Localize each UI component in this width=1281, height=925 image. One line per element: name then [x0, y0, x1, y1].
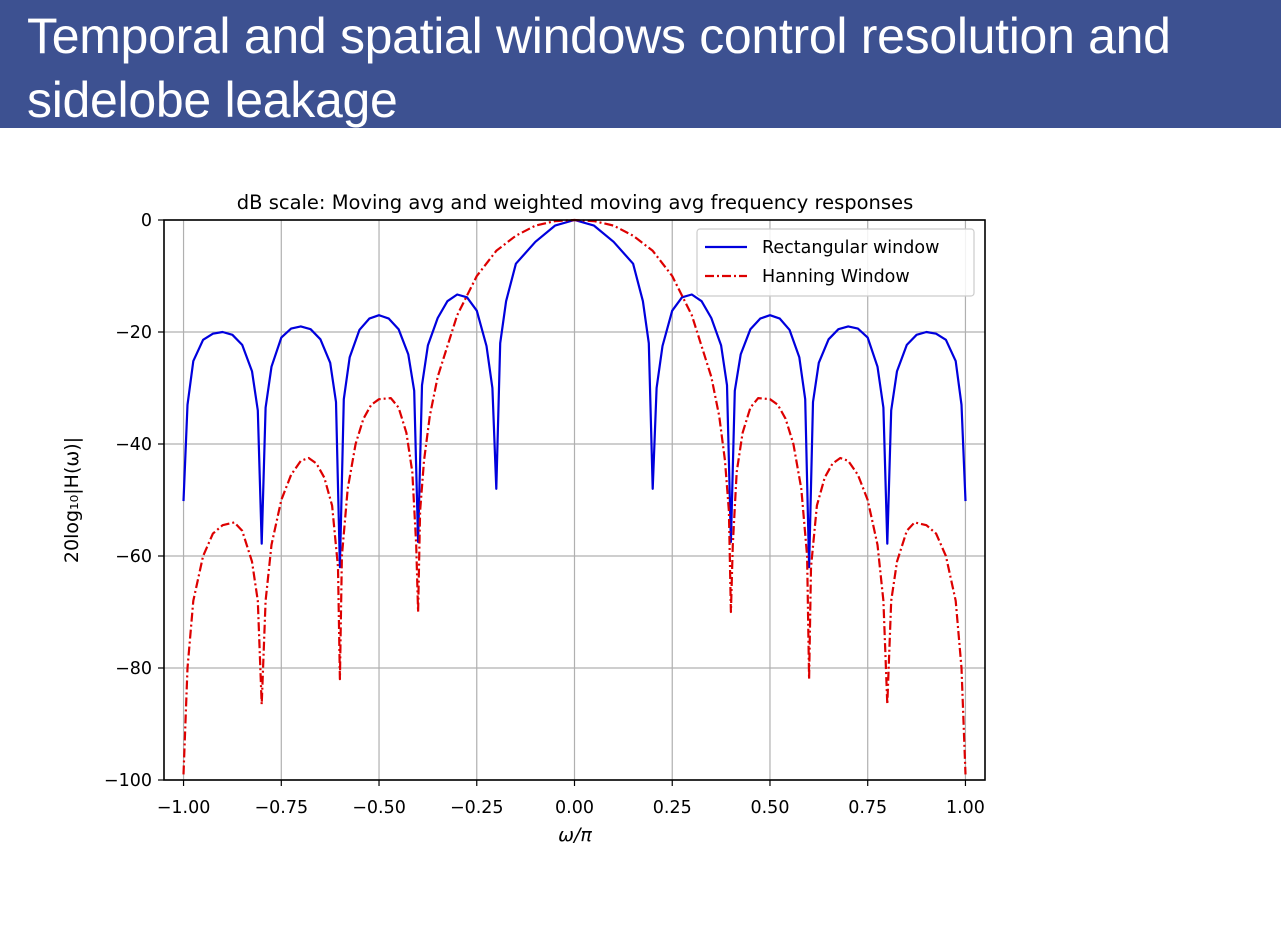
- legend-box: [696, 228, 975, 297]
- y-tick-label: −100: [104, 771, 152, 791]
- y-tick-label: −20: [115, 323, 152, 343]
- x-tick-label: −0.75: [254, 798, 308, 818]
- x-tick-label: 0.50: [750, 798, 789, 818]
- y-tick-label: 0: [141, 211, 152, 231]
- x-tick-label: 0.00: [555, 798, 594, 818]
- x-tick-label: 0.25: [653, 798, 692, 818]
- y-tick-label: −60: [115, 547, 152, 567]
- legend-label: Hanning Window: [762, 267, 910, 287]
- grid-lines: [164, 219, 985, 781]
- y-tick-label: −40: [115, 435, 152, 455]
- x-tick-label: −1.00: [157, 798, 211, 818]
- x-axis-label: ω/π: [558, 824, 592, 846]
- slide-title: Temporal and spatial windows control res…: [27, 8, 1171, 128]
- x-tick-label: −0.25: [450, 798, 504, 818]
- axis-ticks: −1.00 −0.75 −0.50 −0.25 0.00 0.25 0.50 0.75 1.00…: [104, 211, 985, 818]
- x-tick-label: 1.00: [946, 798, 985, 818]
- x-tick-label: −0.50: [352, 798, 406, 818]
- y-axis-label: 20log₁₀|H(ω)|: [61, 437, 83, 563]
- chart-title: dB scale: Moving avg and weighted moving…: [237, 191, 914, 214]
- legend: Rectangular window Hanning Window: [696, 228, 975, 297]
- slide-title-bar: Temporal and spatial windows control res…: [0, 0, 1281, 128]
- x-tick-label: 0.75: [848, 798, 887, 818]
- y-tick-label: −80: [115, 659, 152, 679]
- legend-label: Rectangular window: [762, 238, 939, 258]
